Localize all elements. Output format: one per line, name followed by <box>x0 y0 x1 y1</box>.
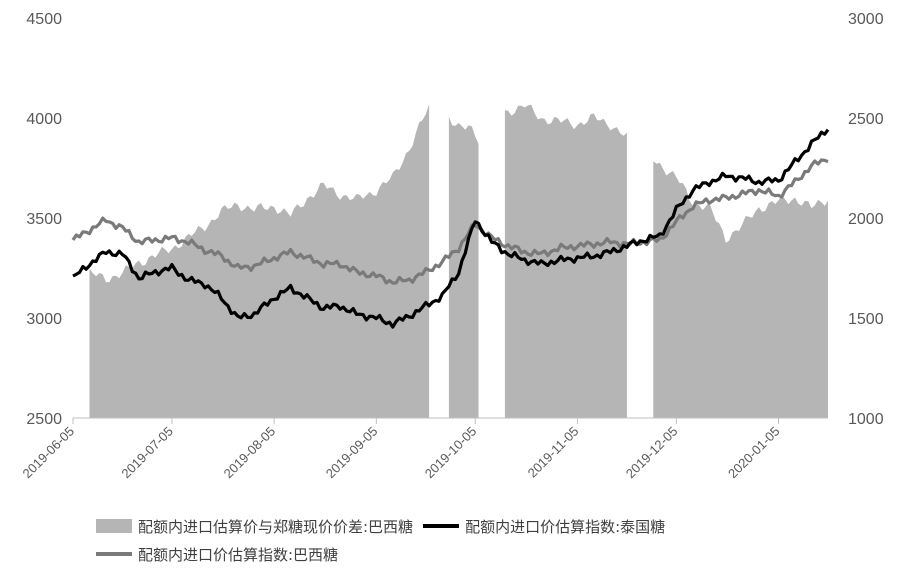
left-tick-label: 4000 <box>26 111 62 128</box>
x-tick-label: 2019-10-05 <box>422 424 480 482</box>
right-tick-label: 2500 <box>848 111 884 128</box>
legend-swatch-thai <box>423 524 460 528</box>
x-tick-label: 2019-09-05 <box>323 424 381 482</box>
area-segment <box>653 161 828 419</box>
legend-swatch-area <box>96 519 132 533</box>
x-tick-label: 2019-07-05 <box>118 424 176 482</box>
legend-item-thai: 配额内进口价估算指数:泰国糖 <box>423 516 665 537</box>
left-tick-label: 3500 <box>26 211 62 228</box>
x-tick-label: 2019-08-05 <box>221 424 279 482</box>
legend: 配额内进口估算价与郑糖现价价差:巴西糖 配额内进口价估算指数:泰国糖 配额内进口… <box>96 512 896 568</box>
left-tick-label: 2500 <box>26 411 62 428</box>
x-tick-label: 2019-06-05 <box>19 424 77 482</box>
legend-swatch-brazil <box>96 552 132 556</box>
area-series-brazil-spread <box>89 104 828 419</box>
x-tick-label: 2019-12-05 <box>623 424 681 482</box>
x-axis: 2019-06-05 2019-07-05 2019-08-05 2019-09-05… <box>19 417 828 482</box>
line-brazil-index <box>71 158 829 285</box>
legend-label-area: 配额内进口估算价与郑糖现价价差:巴西糖 <box>138 517 414 536</box>
area-segment <box>89 104 430 418</box>
x-tick-label: 2019-11-05 <box>525 424 582 481</box>
legend-item-brazil: 配额内进口价估算指数:巴西糖 <box>96 544 338 565</box>
left-tick-label: 3000 <box>26 311 62 328</box>
right-tick-label: 3000 <box>848 11 884 28</box>
left-axis: 2500 3000 3500 4000 4500 <box>26 11 62 428</box>
legend-item-area: 配额内进口估算价与郑糖现价价差:巴西糖 <box>96 516 413 537</box>
line-series-group <box>71 128 830 329</box>
area-segment <box>448 116 479 418</box>
right-tick-label: 2000 <box>848 211 884 228</box>
right-axis: 1000 1500 2000 2500 3000 <box>848 11 884 428</box>
legend-label-brazil: 配额内进口价估算指数:巴西糖 <box>138 545 339 564</box>
area-segment <box>504 104 627 419</box>
left-tick-label: 4500 <box>26 11 62 28</box>
x-tick-label: 2020-01-05 <box>725 424 783 482</box>
right-tick-label: 1000 <box>848 411 884 428</box>
chart-canvas: 2500 3000 3500 4000 4500 1000 1500 2000 2500 300… <box>19 11 884 482</box>
right-tick-label: 1500 <box>848 311 884 328</box>
line-thai-index <box>72 128 830 329</box>
legend-label-thai: 配额内进口价估算指数:泰国糖 <box>465 517 666 536</box>
